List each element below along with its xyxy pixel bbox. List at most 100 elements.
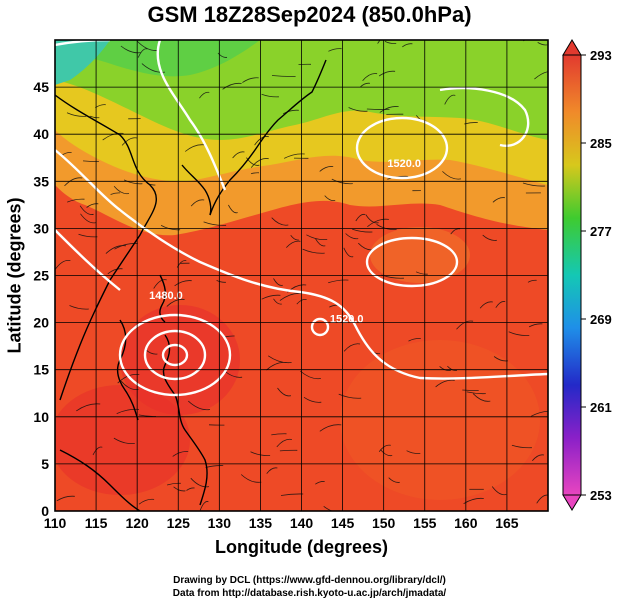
coast-indochina [116, 319, 139, 421]
streamline [406, 450, 421, 454]
colorbar-tick-label: 261 [590, 400, 612, 415]
streamline [216, 280, 226, 283]
contour-typhoon-outer [118, 313, 232, 397]
colorbar-scale [562, 54, 582, 496]
streamline [300, 370, 321, 380]
credits: Drawing by DCL (https://www.gfd-dennou.o… [0, 574, 619, 600]
streamline [199, 91, 210, 99]
streamline [319, 166, 334, 172]
streamline [384, 41, 397, 45]
colorbar-top-arrow [562, 39, 582, 56]
streamline [184, 144, 206, 152]
streamline [217, 52, 228, 58]
streamline [328, 48, 342, 52]
y-tick-label: 15 [33, 362, 49, 378]
streamline [352, 228, 373, 233]
streamline [222, 82, 242, 90]
streamline [360, 82, 370, 88]
streamline [345, 233, 359, 240]
x-tick-label: 120 [125, 515, 149, 531]
streamline [380, 449, 393, 457]
x-tick-label: 160 [454, 515, 478, 531]
streamline [66, 112, 87, 117]
streamline [89, 115, 100, 119]
streamline [462, 389, 479, 391]
streamline [64, 177, 83, 187]
streamline [435, 379, 455, 388]
streamline [522, 182, 546, 187]
streamline [367, 218, 389, 228]
streamline [80, 213, 97, 224]
streamline [362, 73, 378, 81]
x-tick-label: 140 [290, 515, 314, 531]
contour-labels: 1520.0 1480.0 1520.0 [149, 158, 421, 325]
streamline [511, 444, 532, 449]
streamline [199, 501, 209, 511]
streamline [261, 294, 281, 300]
y-tick-label: 45 [33, 79, 49, 95]
streamline [76, 403, 101, 412]
y-tick-label: 35 [33, 173, 49, 189]
streamline [166, 298, 185, 307]
streamline [105, 245, 127, 254]
streamline [56, 495, 75, 502]
streamline [224, 371, 243, 378]
streamline [273, 298, 282, 305]
contour-typhoon-mid [143, 329, 207, 381]
streamline [527, 279, 537, 283]
colorbar: 293 285 277 269 261 253 [562, 39, 612, 511]
colorbar-tick-label: 269 [590, 312, 612, 327]
contour-1520-west [55, 229, 121, 291]
contour-typhoon-inner [161, 343, 189, 367]
colorbar-tick-label: 253 [590, 488, 612, 503]
streamline [69, 305, 89, 310]
streamline [282, 109, 299, 115]
streamline [324, 195, 336, 202]
y-tick-label: 40 [33, 126, 49, 142]
streamline [366, 108, 390, 111]
streamline [232, 151, 245, 159]
streamline [492, 197, 505, 203]
streamline [279, 292, 303, 301]
streamline [203, 221, 227, 226]
contour-1520-north [355, 116, 449, 180]
streamline [110, 192, 121, 195]
streamline [92, 446, 103, 456]
streamline [303, 396, 322, 403]
streamline [315, 238, 326, 247]
streamline [348, 107, 368, 112]
x-tick-label: 125 [167, 515, 191, 531]
streamline [120, 45, 141, 54]
axis-ticks: 110 115 120 125 130 135 140 145 150 155 160 165 0 5 10… [33, 79, 518, 531]
streamline [114, 243, 138, 250]
x-tick-label: 135 [249, 515, 273, 531]
streamline [113, 437, 135, 445]
coast-japan [209, 59, 327, 216]
streamline [174, 280, 192, 287]
y-tick-label: 0 [41, 503, 49, 519]
streamline [271, 217, 289, 226]
coast-china [55, 94, 157, 401]
streamline [250, 158, 269, 168]
streamline [55, 259, 71, 270]
streamline [246, 157, 260, 166]
streamline [415, 271, 428, 275]
colorbar-tick-label: 293 [590, 48, 612, 63]
x-tick-label: 130 [208, 515, 232, 531]
field-warm-patch [370, 227, 470, 283]
colorbar-tick-label: 285 [590, 136, 612, 151]
streamline [379, 106, 399, 113]
streamline [188, 400, 211, 411]
x-tick-label: 165 [495, 515, 519, 531]
streamline [338, 393, 362, 399]
streamline [242, 77, 259, 83]
streamline [271, 433, 287, 436]
streamline [86, 203, 99, 208]
streamline [284, 153, 305, 159]
credit-data: Data from http://database.rish.kyoto-u.a… [172, 588, 447, 599]
streamline [355, 213, 366, 222]
streamline [225, 335, 235, 338]
streamline [228, 204, 238, 214]
streamline [113, 186, 130, 195]
streamline [319, 424, 342, 432]
